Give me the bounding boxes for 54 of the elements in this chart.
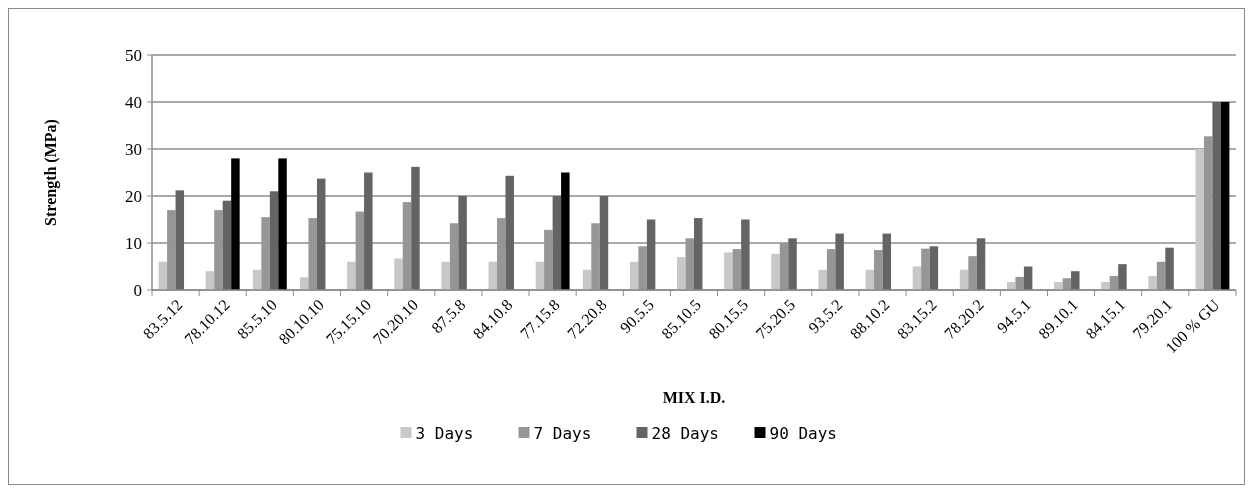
y-tick-label: 50 xyxy=(125,45,142,65)
bar xyxy=(1148,275,1157,290)
y-axis-title: Strength (MPa) xyxy=(42,119,60,226)
y-tick-label: 0 xyxy=(133,280,142,300)
bar xyxy=(1054,282,1063,290)
bar xyxy=(788,238,797,290)
bar xyxy=(222,200,232,290)
bar xyxy=(347,261,356,290)
bar xyxy=(1071,271,1080,290)
bar xyxy=(364,172,373,290)
bar xyxy=(929,246,939,290)
bar xyxy=(677,257,686,290)
bar xyxy=(488,261,497,290)
bar xyxy=(1118,264,1127,290)
bar xyxy=(1195,149,1204,290)
bar xyxy=(741,219,750,290)
y-tick-label: 20 xyxy=(125,186,142,206)
bar xyxy=(231,158,240,290)
bar xyxy=(316,178,326,290)
bar xyxy=(175,190,185,290)
bar xyxy=(1101,282,1110,290)
bar xyxy=(771,253,780,290)
bar xyxy=(278,158,287,290)
bar xyxy=(599,196,609,290)
legend-label: 3 Days xyxy=(415,423,474,443)
bar xyxy=(882,233,892,290)
bar xyxy=(505,175,514,290)
bar xyxy=(441,261,450,290)
bar xyxy=(1220,102,1230,290)
bar xyxy=(646,219,656,290)
bar xyxy=(694,218,703,290)
bar xyxy=(1165,247,1174,290)
y-tick-label: 10 xyxy=(125,233,142,253)
bar xyxy=(976,238,986,290)
bar xyxy=(561,172,570,290)
legend-label: 90 Days xyxy=(769,423,837,443)
bar xyxy=(458,196,467,290)
bar xyxy=(205,271,215,290)
bar xyxy=(1212,102,1221,290)
legend-label: 28 Days xyxy=(651,423,719,443)
bar xyxy=(411,166,420,290)
bar xyxy=(394,258,403,290)
bar xyxy=(552,196,562,290)
y-tick-label: 30 xyxy=(125,139,142,159)
legend-label: 7 Days xyxy=(533,423,592,443)
bar xyxy=(158,261,168,290)
bar xyxy=(269,191,279,290)
bar xyxy=(835,233,844,290)
y-tick-label: 40 xyxy=(125,92,142,112)
bar xyxy=(724,252,733,290)
x-axis-title: MIX I.D. xyxy=(662,389,726,406)
bar xyxy=(818,269,827,290)
bar xyxy=(629,261,639,290)
bar xyxy=(535,261,545,290)
